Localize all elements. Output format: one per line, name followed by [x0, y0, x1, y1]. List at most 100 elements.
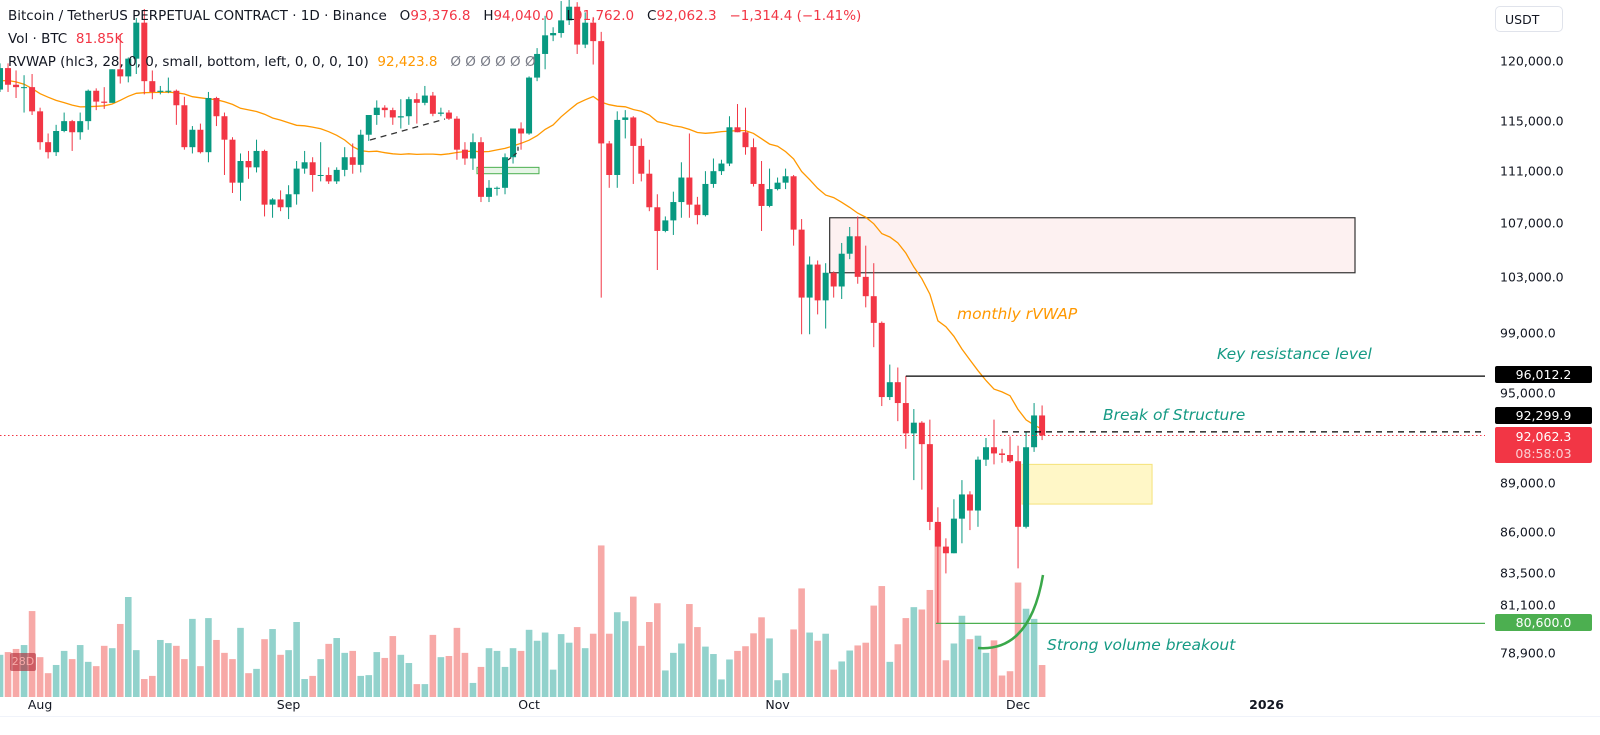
- volume-bar: [341, 652, 349, 697]
- candle-body: [357, 134, 364, 165]
- currency-button[interactable]: USDT: [1495, 6, 1563, 32]
- volume-bar: [942, 660, 950, 697]
- candle-body: [373, 107, 380, 116]
- volume-bar: [349, 650, 357, 697]
- volume-annotation: Strong volume breakout: [1047, 636, 1236, 654]
- volume-bar: [445, 655, 453, 697]
- price-axis[interactable]: USDT 120,000.0 115,000.0 111,000.0 107,000.…: [1485, 0, 1600, 735]
- volume-bar: [333, 638, 340, 697]
- resistance-price-label: 96,012.2: [1495, 366, 1592, 383]
- candle-body: [69, 121, 76, 133]
- rvwap-label[interactable]: RVWAP (hlc3, 28, 0, 0, small, bottom, le…: [8, 54, 369, 70]
- volume-bar: [197, 666, 204, 697]
- candle-body: [221, 116, 228, 140]
- volume-bar: [213, 639, 220, 697]
- volume-bar: [229, 659, 236, 697]
- volume-bar: [493, 650, 501, 697]
- volume-ma-badge[interactable]: 28D: [10, 653, 36, 671]
- volume-bar: [124, 597, 132, 697]
- candles: [0, 0, 1046, 624]
- volume-bar: [405, 663, 413, 697]
- volume-label[interactable]: Vol · BTC: [8, 31, 68, 47]
- volume-bar: [998, 675, 1006, 697]
- volume-bar: [589, 633, 597, 697]
- volume-bar: [1006, 671, 1014, 697]
- candle-body: [285, 194, 292, 208]
- volume-bar: [116, 623, 124, 697]
- volume-bar: [806, 632, 813, 697]
- volume-bar: [910, 607, 918, 697]
- candle-body: [798, 229, 805, 298]
- candle-body: [894, 382, 901, 404]
- volume-bar: [157, 639, 164, 697]
- volume-bar: [830, 669, 837, 697]
- price-tick: 89,000.0: [1500, 475, 1556, 491]
- candle-body: [205, 97, 212, 153]
- candle-body: [405, 99, 412, 117]
- volume-bar: [317, 659, 324, 697]
- candle-body: [37, 111, 44, 143]
- candle-body: [77, 121, 84, 133]
- bar-countdown: 08:58:03: [1515, 446, 1572, 461]
- volume-bar: [597, 545, 605, 697]
- candle-body: [502, 157, 509, 188]
- volume-bar: [966, 639, 974, 697]
- candle-body: [494, 187, 501, 189]
- candle-body: [45, 142, 52, 153]
- candle-body: [189, 129, 196, 148]
- candle-body: [277, 199, 284, 208]
- volume-bar: [726, 659, 733, 697]
- volume-bar: [357, 675, 365, 697]
- volume-bar: [870, 605, 878, 697]
- symbol-title[interactable]: Bitcoin / TetherUS PERPETUAL CONTRACT · …: [8, 8, 387, 24]
- legend-symbol-row: Bitcoin / TetherUS PERPETUAL CONTRACT · …: [8, 8, 861, 24]
- candle-body: [21, 87, 28, 89]
- rvwap-annotation: monthly rVWAP: [957, 305, 1078, 323]
- volume-bar: [718, 679, 725, 697]
- candle-body: [774, 182, 781, 190]
- candle-body: [942, 546, 949, 554]
- volume-bar: [108, 648, 116, 697]
- candle-body: [213, 97, 220, 117]
- candle-body: [333, 169, 340, 182]
- last-price-label: 92,062.3 08:58:03: [1495, 427, 1592, 463]
- volume-bar: [790, 629, 797, 697]
- candle-body: [1023, 447, 1030, 527]
- volume-bar: [325, 643, 332, 697]
- trend-line-dashed-small: [507, 146, 519, 161]
- candle-body: [101, 101, 108, 103]
- price-tick: 81,100.0: [1500, 597, 1556, 613]
- volume-bar: [798, 588, 805, 697]
- candle-body: [253, 150, 260, 168]
- candle-body: [5, 68, 12, 85]
- volume-bar: [453, 627, 461, 697]
- support-price-label: 80,600.0: [1495, 614, 1592, 631]
- candle-body: [846, 236, 853, 254]
- candle-body: [381, 107, 388, 111]
- candle-body: [485, 187, 492, 197]
- candle-body: [510, 128, 517, 158]
- candle-body: [157, 90, 164, 92]
- candle-body: [437, 112, 444, 114]
- volume-bar: [1038, 665, 1046, 697]
- candle-body: [269, 199, 276, 205]
- volume-bar: [461, 652, 469, 697]
- price-tick: 99,000.0: [1500, 325, 1556, 341]
- candle-body: [237, 161, 244, 183]
- candle-body: [878, 322, 885, 398]
- candle-body: [125, 58, 132, 77]
- volume-bar: [782, 673, 789, 697]
- candle-body: [726, 127, 733, 164]
- volume-bar: [702, 646, 709, 697]
- price-chart[interactable]: [0, 0, 1485, 700]
- candle-body: [53, 131, 60, 153]
- volume-bar: [20, 645, 28, 697]
- volume-bar: [501, 666, 509, 697]
- candle-body: [822, 272, 829, 301]
- candle-body: [646, 173, 653, 208]
- candle-body: [566, 6, 573, 21]
- price-tick: 78,900.0: [1500, 645, 1556, 661]
- price-tick: 107,000.0: [1500, 215, 1564, 231]
- candle-body: [165, 90, 172, 92]
- candle-body: [742, 132, 749, 148]
